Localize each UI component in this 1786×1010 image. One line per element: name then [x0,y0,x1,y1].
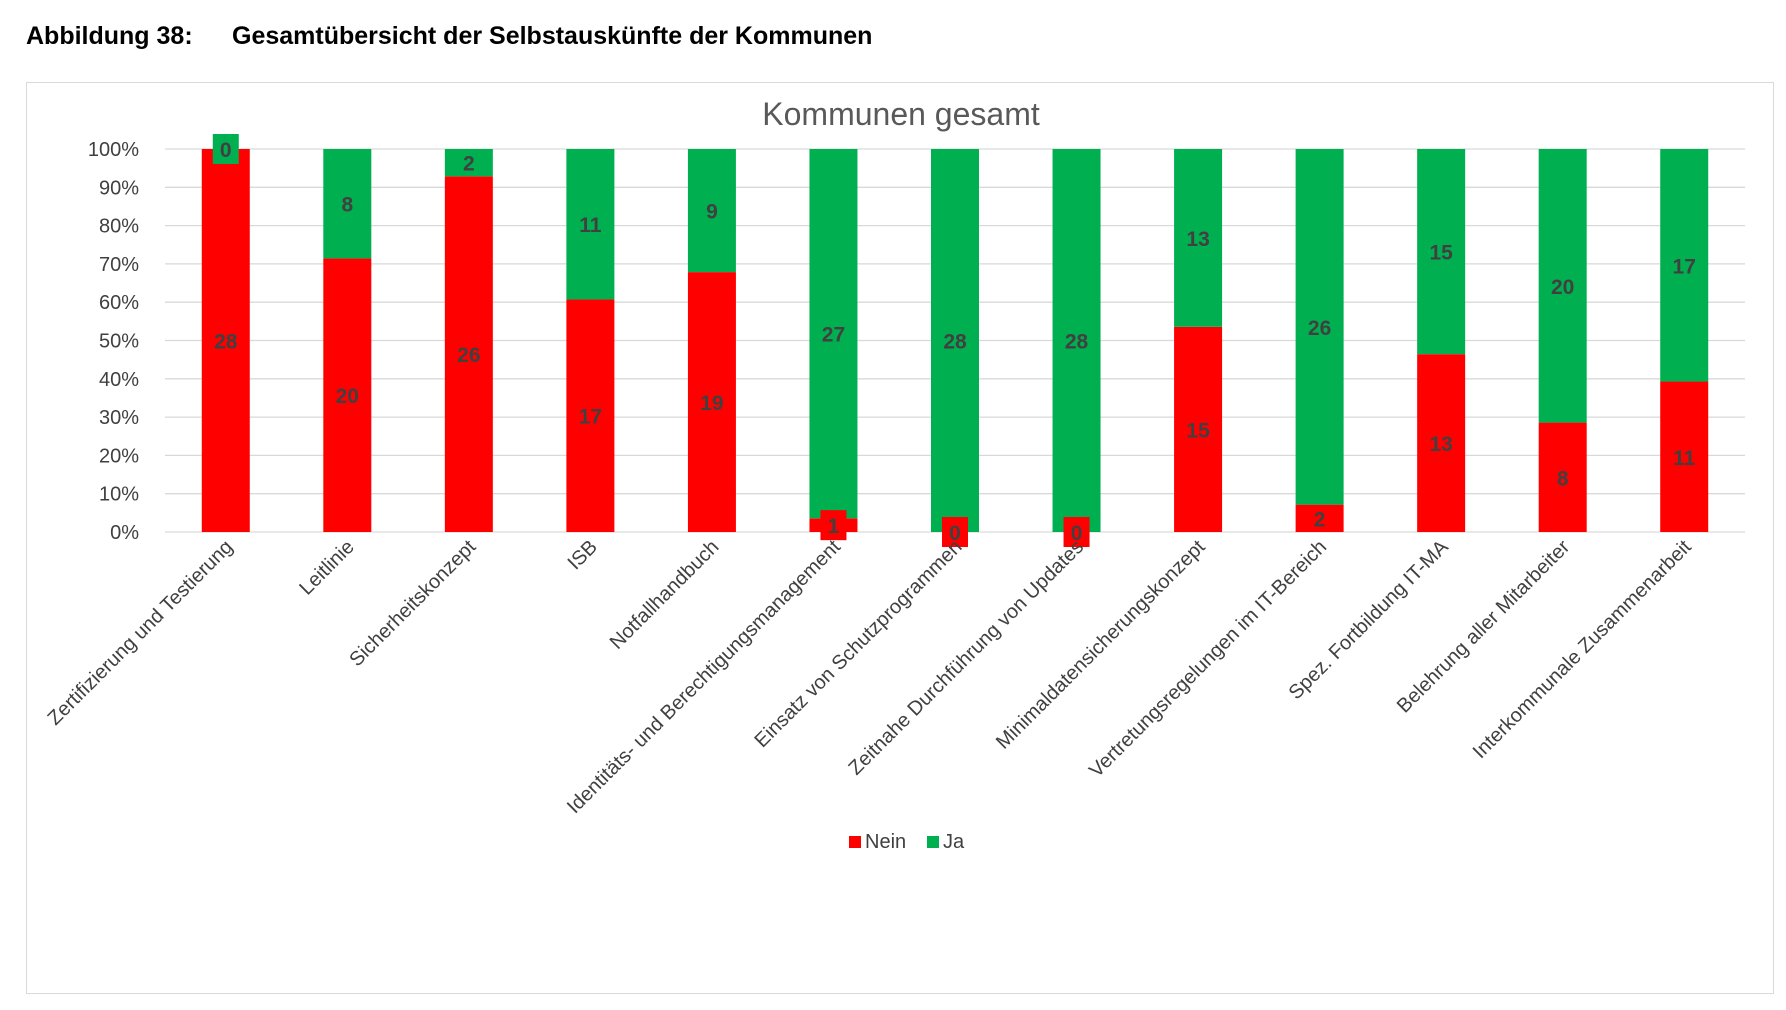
data-label: 2 [1314,508,1326,531]
chart-title: Kommunen gesamt [762,96,1040,132]
data-label: 15 [1186,419,1210,442]
bar-nein [1417,354,1466,532]
y-tick-label: 60% [99,292,139,314]
stacked-bar-chart: Kommunen gesamt 0% 10% 20% 30% 40% 50% 60% 70% 8… [44,96,1745,853]
bar-ja [1295,149,1344,505]
legend-swatch [849,836,861,848]
legend-swatch [927,836,939,848]
data-label: 13 [1429,433,1452,456]
x-tick-label: Zeitnahe Durchführung von Updates [845,536,1089,780]
bar-ja [323,149,372,259]
y-tick-label: 50% [99,331,139,353]
x-tick-label: Notfallhandbuch [606,536,724,654]
data-labels: 28 0 20 8 26 2 17 11 19 9 1 27 0 28 0 28 15 13 2 26 13 15 8 20 1… [212,134,1696,547]
bar-nein [323,258,372,532]
x-tick-label: Sicherheitskonzept [345,536,480,671]
bar-ja [1052,149,1101,532]
data-label: 28 [214,331,238,354]
data-label: 20 [1551,276,1574,299]
data-label: 17 [1673,255,1696,278]
data-label: 9 [706,201,718,224]
y-tick-label: 40% [99,369,139,391]
data-label: 0 [220,139,232,162]
y-axis: 0% 10% 20% 30% 40% 50% 60% 70% 80% 90% 100% [88,139,139,544]
x-tick-label: Vertretungsregelungen im IT-Bereich [1085,536,1331,782]
data-label: 0 [949,522,961,545]
data-label: 19 [700,392,723,415]
bar-nein [1538,422,1587,532]
data-label: 8 [1557,467,1569,490]
data-label: 0 [1071,522,1083,545]
data-label: 27 [822,324,845,347]
data-label: 13 [1186,228,1209,251]
data-label: 11 [1673,447,1696,470]
data-label: 20 [336,385,359,408]
y-tick-label: 30% [99,407,139,429]
data-label: 17 [579,406,602,429]
y-tick-label: 10% [99,484,139,506]
x-axis: Zertifizierung und Testierung LeitlinieSi… [44,536,1697,819]
bar-ja [1538,149,1587,423]
bar-nein [444,176,493,532]
data-label: 28 [943,331,967,354]
data-label: 26 [1308,317,1331,340]
bar-nein [201,149,250,532]
data-label: 8 [341,194,353,217]
data-label-background [942,517,968,547]
y-tick-label: 80% [99,216,139,238]
chart-frame: Kommunen gesamt 0% 10% 20% 30% 40% 50% 60% 70% 8… [26,82,1774,994]
x-tick-label: Minimaldatensicherungskonzept [992,536,1210,754]
bar-ja [566,149,615,300]
figure-caption: Abbildung 38: Gesamtübersicht der Selbsta… [26,22,872,51]
bar-ja [809,149,858,519]
bar-ja [1660,149,1709,382]
y-tick-label: 90% [99,177,139,199]
bar-nein [1295,504,1344,532]
data-label: 2 [463,153,475,176]
data-label: 28 [1065,331,1089,354]
data-label: 11 [579,214,602,237]
figure-title: Gesamtübersicht der Selbstauskünfte der … [232,22,873,50]
y-tick-label: 20% [99,445,139,467]
legend-label: Nein [865,831,906,853]
bar-nein [566,299,615,532]
figure-number: Abbildung 38: [26,22,193,50]
legend: Nein Ja [849,831,965,853]
bar-ja [1174,149,1223,327]
bar-nein [1660,381,1709,532]
data-label: 15 [1429,242,1453,265]
x-tick-label: Interkommunale Zusammenarbeit [1469,536,1696,763]
legend-label: Ja [943,831,965,853]
data-label-background [820,510,847,541]
data-label: 1 [828,515,840,538]
data-label: 26 [457,344,480,367]
x-tick-label: Zertifizierung und Testierung [44,536,238,730]
data-label-background [212,134,239,164]
x-tick-label: Einsatz von Schutzprogrammen [751,536,967,752]
x-tick-label: ISB [564,536,602,574]
bar-ja [687,149,736,273]
y-tick-label: 0% [110,522,139,544]
x-tick-label: Leitlinie [295,536,359,600]
y-tick-label: 70% [99,254,139,276]
data-label-background [1063,517,1090,547]
bar-ja [444,149,493,177]
bar-nein [687,272,736,532]
x-tick-label: Identitäts- und Berechtigungsmanagement [563,536,845,818]
y-tick-label: 100% [88,139,139,161]
bars [201,149,1709,532]
bar-ja [1417,149,1466,355]
bar-ja [931,149,979,532]
bar-nein [1174,326,1223,532]
